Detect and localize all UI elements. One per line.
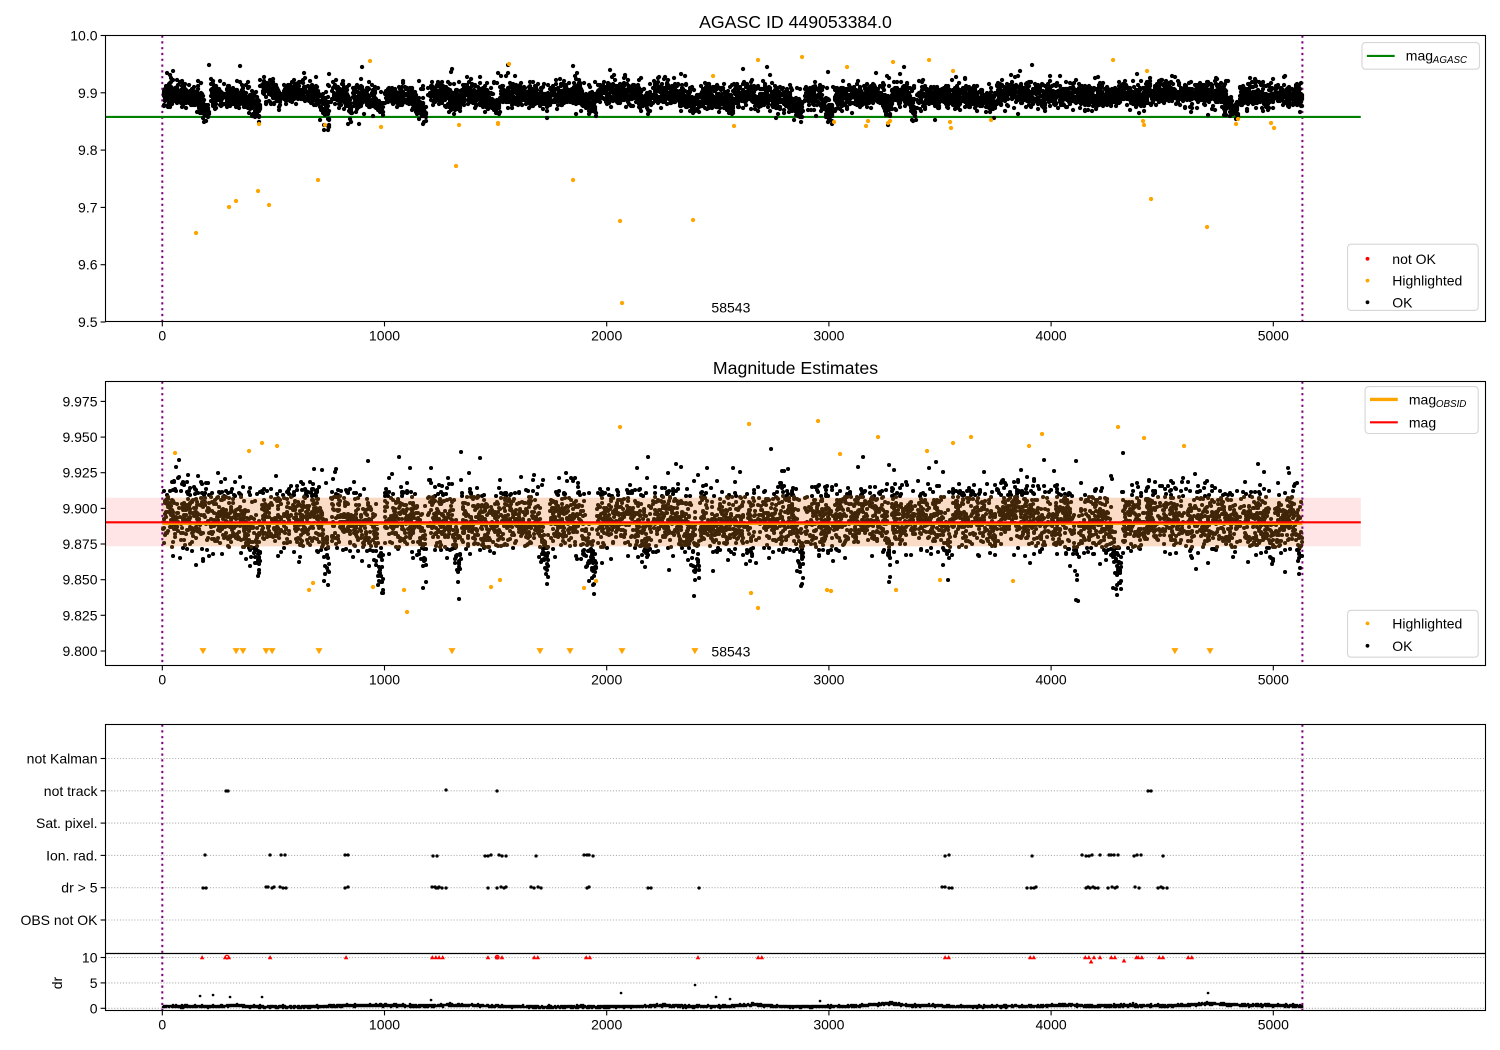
- svg-text:1000: 1000: [369, 1016, 400, 1032]
- svg-text:9.825: 9.825: [62, 607, 97, 623]
- svg-text:5000: 5000: [1258, 327, 1289, 343]
- svg-text:9.975: 9.975: [62, 393, 97, 409]
- svg-text:Magnitude Estimates: Magnitude Estimates: [713, 358, 878, 378]
- svg-text:1000: 1000: [369, 671, 400, 687]
- svg-text:Highlighted: Highlighted: [1392, 273, 1462, 289]
- svg-text:Highlighted: Highlighted: [1392, 615, 1462, 631]
- svg-text:9.9: 9.9: [78, 85, 98, 101]
- svg-text:9.7: 9.7: [78, 199, 98, 215]
- svg-text:58543: 58543: [711, 299, 750, 315]
- svg-text:not Kalman: not Kalman: [27, 751, 98, 767]
- svg-text:AGASC ID 449053384.0: AGASC ID 449053384.0: [699, 12, 892, 32]
- svg-text:9.950: 9.950: [62, 429, 97, 445]
- svg-text:OK: OK: [1392, 638, 1413, 654]
- svg-text:10.0: 10.0: [70, 28, 97, 44]
- svg-text:0: 0: [158, 327, 166, 343]
- svg-text:2000: 2000: [591, 327, 622, 343]
- svg-text:5: 5: [90, 975, 98, 991]
- svg-text:0: 0: [158, 671, 166, 687]
- svg-text:3000: 3000: [813, 327, 844, 343]
- svg-text:10: 10: [82, 950, 98, 966]
- svg-text:4000: 4000: [1036, 327, 1067, 343]
- svg-text:3000: 3000: [813, 1016, 844, 1032]
- svg-text:OBSID: OBSID: [1436, 399, 1467, 410]
- svg-text:mag: mag: [1409, 414, 1436, 430]
- svg-text:dr: dr: [49, 976, 65, 989]
- svg-text:9.925: 9.925: [62, 465, 97, 481]
- svg-text:9.875: 9.875: [62, 536, 97, 552]
- svg-text:9.800: 9.800: [62, 643, 97, 659]
- svg-text:0: 0: [90, 1000, 98, 1016]
- svg-text:5000: 5000: [1258, 671, 1289, 687]
- svg-text:4000: 4000: [1036, 671, 1067, 687]
- svg-text:5000: 5000: [1258, 1016, 1289, 1032]
- svg-text:OK: OK: [1392, 294, 1413, 310]
- svg-text:dr > 5: dr > 5: [61, 880, 97, 896]
- svg-text:Ion. rad.: Ion. rad.: [46, 847, 97, 863]
- svg-text:Sat. pixel.: Sat. pixel.: [36, 815, 97, 831]
- svg-text:2000: 2000: [591, 1016, 622, 1032]
- svg-text:9.5: 9.5: [78, 314, 98, 330]
- svg-text:0: 0: [158, 1016, 166, 1032]
- svg-text:not track: not track: [44, 783, 99, 799]
- svg-text:3000: 3000: [813, 671, 844, 687]
- svg-text:2000: 2000: [591, 671, 622, 687]
- svg-text:9.900: 9.900: [62, 500, 97, 516]
- svg-text:mag: mag: [1409, 391, 1436, 407]
- svg-text:not OK: not OK: [1392, 251, 1436, 267]
- svg-text:58543: 58543: [711, 644, 750, 660]
- svg-text:4000: 4000: [1036, 1016, 1067, 1032]
- svg-text:9.6: 9.6: [78, 257, 98, 273]
- svg-text:9.850: 9.850: [62, 572, 97, 588]
- svg-text:AGASC: AGASC: [1432, 55, 1468, 66]
- svg-text:mag: mag: [1406, 48, 1433, 64]
- svg-text:OBS not OK: OBS not OK: [20, 912, 98, 928]
- svg-text:1000: 1000: [369, 327, 400, 343]
- svg-text:9.8: 9.8: [78, 142, 98, 158]
